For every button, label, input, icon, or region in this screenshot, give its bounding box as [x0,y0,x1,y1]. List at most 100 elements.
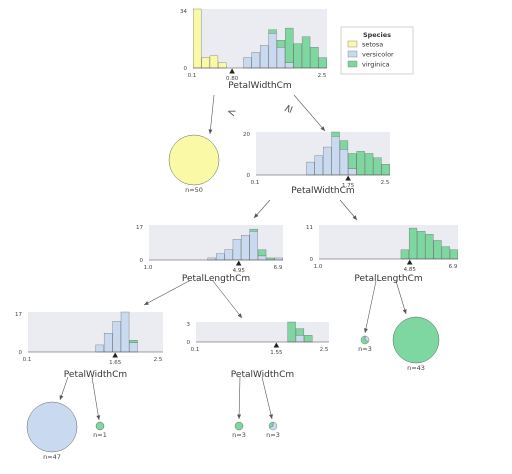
tree-edge [143,280,190,306]
node-n2-xmax-label: 6.9 [274,265,283,271]
histogram-bar-versicolor [232,239,242,261]
node-n2: 17 0 1.0 6.9 4.95 PetalLengthCm [136,225,283,284]
node-n5-xmin-label: 0.1 [191,347,200,353]
pie-slice-virginica [234,421,244,431]
histogram-bar-versicolor [323,146,332,176]
histogram-bar-versicolor [339,149,349,176]
leaf-n4-right-count: n=1 [93,431,107,439]
tree-edge-arrowhead [269,414,273,419]
histogram-bar-versicolor [129,342,138,353]
node-n5-feature-label: PetalWidthCm [231,370,294,380]
leaf-n4-right: n=1 [93,421,107,439]
tree-edge-arrowhead [208,129,213,134]
node-n5-panel [196,322,329,342]
leaf-n5-left-pie [234,421,244,431]
histogram-bar-versicolor [257,255,267,261]
node-n4: 17 0 0.1 2.5 1.65 PetalWidthCm [15,311,163,380]
node-n4-ymax-label: 17 [15,312,22,318]
leaf-n4-right-pie [95,421,105,431]
histogram-bar-virginica [310,47,319,69]
tree-edge [395,280,407,315]
histogram-bar-versicolor [314,155,323,176]
node-n3-ymin-label: 0 [310,257,314,263]
legend-swatch-virginica [347,60,358,68]
node-n2-split-marker [235,260,242,266]
histogram-bar-versicolor [112,321,121,353]
pie-slice-virginica [95,421,105,431]
histogram-bar-versicolor [216,253,225,261]
histogram-bar-virginica [285,27,294,63]
leaf-n4-left: n=47 [26,401,78,461]
histogram-bar-virginica [364,153,374,176]
node-root: 34 0 0.1 2.5 0.80 PetalWidthCm [180,8,327,91]
leaf-n3-left: n=3 [358,335,372,353]
node-n4-xmax-label: 2.5 [154,357,163,363]
histogram-bar-virginica [408,227,418,260]
node-n5: 3 0 0.1 2.5 1.55 PetalWidthCm [187,321,329,380]
histogram-bar-versicolor [331,136,340,176]
leaf-n5-right-pie [268,421,278,431]
tree-edge [212,280,243,319]
histogram-bar-virginica [129,340,138,343]
leaf-n4-left-count: n=47 [43,453,61,461]
histogram-bar-virginica [339,140,349,150]
legend-label-virginica: virginica [362,61,390,69]
histogram-bar-virginica [295,328,305,336]
tree-edge-arrowhead [352,215,357,220]
node-n5-xmax-label: 2.5 [320,347,329,353]
leaf-n3-right-count: n=43 [407,364,425,372]
node-n2-feature-label: PetalLengthCm [182,274,250,284]
histogram-bar-virginica [276,40,286,48]
node-n1-feature-label: PetalWidthCm [291,186,354,196]
node-n4-split-value: 1.65 [109,360,122,366]
leaf-setosa-pie [168,134,220,186]
leaf-n3-right-pie [392,316,440,364]
histogram-bar-virginica [268,29,277,34]
histogram-bar-versicolor [260,45,269,69]
histogram-bar-versicolor [274,257,283,261]
node-n2-split-value: 4.95 [233,268,246,274]
histogram-bar-virginica [356,151,365,176]
tree-edge [209,94,215,135]
histogram-bar-versicolor [285,62,294,69]
tree-edge-arrowhead [402,309,407,314]
node-n5-ymin-label: 0 [187,340,191,346]
node-n3-split-value: 4.85 [404,267,417,273]
root-right-operator: ≥ [281,102,296,115]
node-n5-split-marker [273,342,280,348]
histogram-bar-virginica [293,43,302,69]
tree-edge [364,280,377,334]
tree-edge-arrowhead [59,395,64,400]
histogram-bar-versicolor [348,168,357,176]
histogram-bar-versicolor [243,57,252,69]
legend-title: Species [363,31,391,39]
node-n1: 20 0 0.1 2.5 1.75 PetalWidthCm [243,131,390,196]
histogram-bar-virginica [304,335,313,343]
histogram-bar-virginica [449,249,458,260]
histogram-bar-versicolor [207,257,216,261]
histogram-bar-versicolor [295,335,305,343]
node-root-bars [193,8,327,69]
histogram-bar-virginica [257,249,267,257]
node-root-xmax-label: 2.5 [318,73,327,79]
histogram-bar-versicolor [120,311,130,353]
histogram-bar-virginica [348,153,357,169]
legend-swatch-setosa [347,40,358,48]
node-n2-xmin-label: 1.0 [144,265,153,271]
node-n4-feature-label: PetalWidthCm [64,370,127,380]
legend-label-setosa: setosa [362,41,383,49]
node-root-split-marker [229,68,235,74]
histogram-bar-virginica [441,246,450,260]
tree-edge [238,376,241,420]
leaf-n5-right-count: n=3 [266,431,280,439]
node-n4-xmin-label: 0.1 [23,357,32,363]
node-n3-bars [400,227,458,260]
leaf-n5-left-count: n=3 [232,431,246,439]
histogram-bar-versicolor [241,235,250,261]
node-n4-ymin-label: 0 [19,350,23,356]
leaf-setosa: n=50 [168,134,220,194]
histogram-bar-setosa [209,55,219,69]
histogram-bar-virginica [417,231,426,260]
